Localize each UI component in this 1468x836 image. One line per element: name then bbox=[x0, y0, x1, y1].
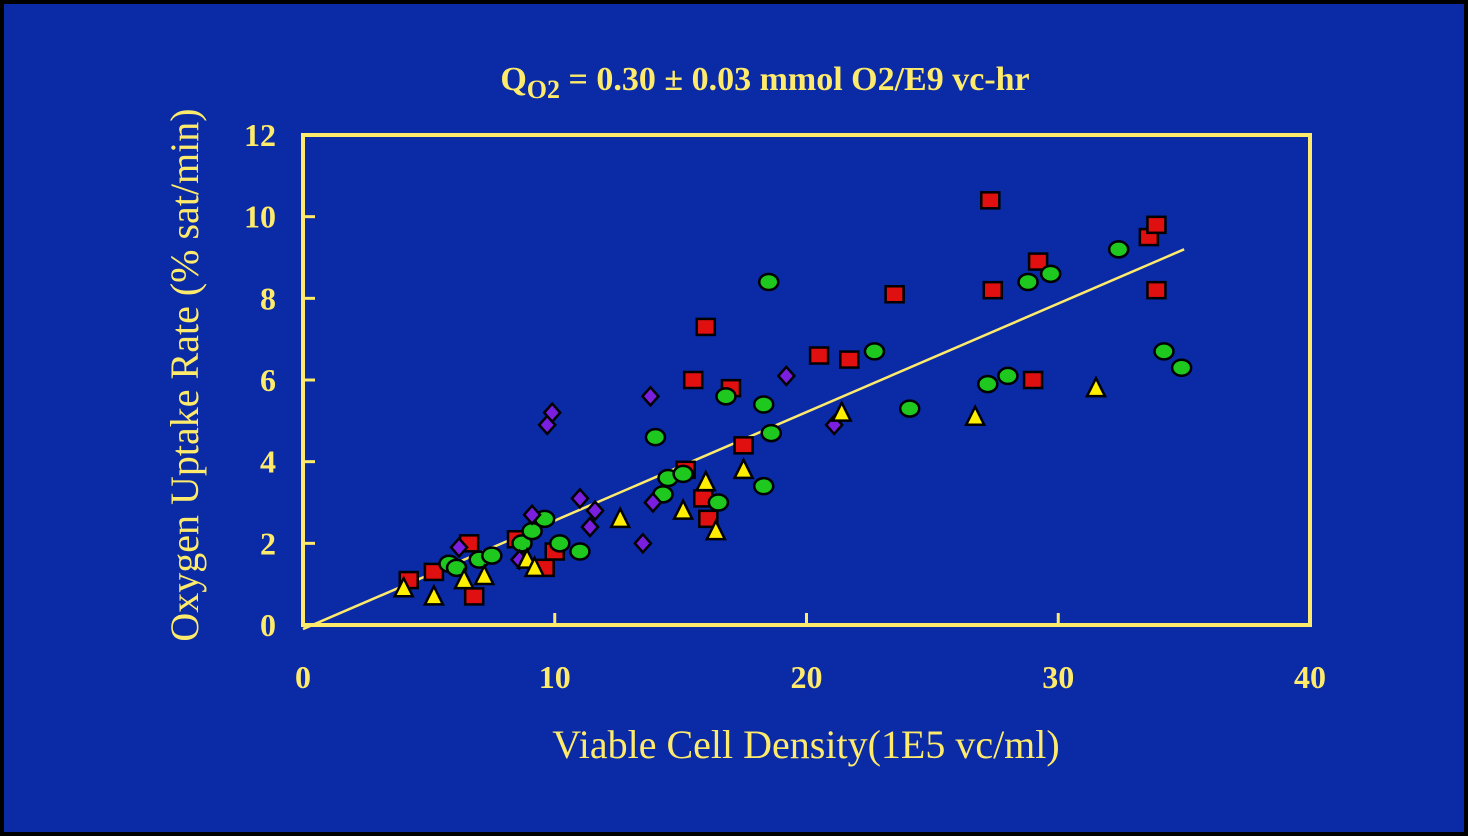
circle-point bbox=[445, 558, 468, 578]
triangle-point bbox=[392, 575, 415, 598]
circle-point bbox=[1107, 240, 1130, 259]
y-tick-label: 2 bbox=[260, 525, 276, 561]
diamond-point bbox=[643, 491, 663, 514]
square-point bbox=[695, 317, 717, 337]
circle-point bbox=[715, 387, 737, 406]
triangle-point bbox=[830, 399, 853, 422]
triangle-point bbox=[523, 555, 546, 578]
x-tick-label: 20 bbox=[791, 659, 823, 695]
y-tick-label: 6 bbox=[260, 362, 276, 398]
circle-point bbox=[863, 342, 886, 361]
square-point bbox=[884, 285, 905, 304]
triangle-point bbox=[473, 563, 496, 586]
square-point bbox=[698, 509, 719, 529]
square-point bbox=[682, 370, 704, 390]
circle-point bbox=[549, 534, 571, 553]
triangle-point bbox=[964, 403, 987, 426]
circle-point bbox=[644, 427, 667, 447]
triangle-point bbox=[732, 457, 755, 480]
circle-point bbox=[707, 493, 730, 512]
triangle-point bbox=[694, 469, 717, 492]
square-point bbox=[808, 346, 830, 365]
x-axis-label: Viable Cell Density(1E5 vc/ml) bbox=[552, 722, 1059, 767]
square-point bbox=[839, 350, 860, 369]
circle-point bbox=[760, 423, 783, 443]
x-tick-label: 10 bbox=[539, 659, 571, 695]
square-point bbox=[980, 191, 1001, 210]
y-tick-label: 8 bbox=[260, 280, 276, 316]
triangle-point bbox=[672, 497, 695, 520]
square-point bbox=[1022, 370, 1044, 390]
y-tick-label: 4 bbox=[260, 444, 276, 480]
y-tick-label: 10 bbox=[244, 199, 276, 235]
diamond-point bbox=[542, 401, 562, 424]
diamond-point bbox=[449, 536, 469, 559]
circle-point bbox=[1039, 264, 1062, 284]
square-point bbox=[1027, 252, 1049, 271]
triangle-point bbox=[453, 567, 476, 590]
square-point bbox=[1146, 215, 1167, 235]
circle-point bbox=[1170, 358, 1193, 377]
circle-point bbox=[672, 464, 694, 484]
series-circle bbox=[438, 240, 1193, 578]
circle-point bbox=[977, 374, 999, 394]
y-axis-tick-labels: 0 2 4 6 8 10 12 bbox=[244, 117, 315, 643]
triangle-point bbox=[1084, 375, 1108, 398]
square-point bbox=[463, 587, 485, 606]
chart-title-subscript: O2 bbox=[527, 75, 560, 104]
circle-point bbox=[511, 534, 533, 553]
triangle-point bbox=[609, 506, 632, 529]
x-tick-label: 40 bbox=[1294, 659, 1326, 695]
circle-point bbox=[1153, 342, 1175, 361]
chart-title-rest: = 0.30 ± 0.03 mmol O2/E9 vc-hr bbox=[560, 61, 1030, 98]
diamond-point bbox=[522, 503, 542, 526]
triangle-point bbox=[422, 583, 445, 606]
x-axis-tick-labels: 0 10 20 30 40 bbox=[295, 613, 1326, 695]
circle-point bbox=[757, 272, 780, 292]
y-axis-label: Oxygen Uptake Rate (% sat/min) bbox=[162, 108, 207, 641]
diamond-point bbox=[570, 487, 590, 510]
square-point bbox=[733, 436, 754, 455]
diamond-point bbox=[580, 516, 600, 538]
circle-point bbox=[752, 476, 775, 496]
circle-point bbox=[898, 399, 921, 418]
circle-point bbox=[997, 366, 1019, 386]
series-triangle bbox=[392, 375, 1108, 606]
chart-title: QO2 = 0.30 ± 0.03 mmol O2/E9 vc-hr bbox=[500, 61, 1029, 104]
square-point bbox=[1146, 280, 1167, 300]
y-tick-label: 12 bbox=[244, 117, 276, 153]
diamond-point bbox=[776, 365, 797, 387]
circle-point bbox=[752, 395, 775, 414]
chart-title-main: Q bbox=[500, 61, 526, 98]
square-point bbox=[423, 562, 445, 582]
diamond-point bbox=[640, 385, 661, 408]
diamond-point bbox=[633, 532, 653, 555]
circle-point bbox=[1017, 272, 1039, 292]
x-tick-label: 0 bbox=[295, 659, 311, 695]
data-points bbox=[392, 191, 1193, 606]
circle-point bbox=[481, 546, 503, 565]
x-tick-label: 30 bbox=[1042, 659, 1074, 695]
triangle-point bbox=[704, 518, 727, 541]
y-tick-label: 0 bbox=[260, 607, 276, 643]
diamond-point bbox=[585, 499, 605, 522]
series-diamond bbox=[449, 365, 844, 571]
circle-point bbox=[569, 542, 591, 561]
square-point bbox=[982, 280, 1004, 300]
